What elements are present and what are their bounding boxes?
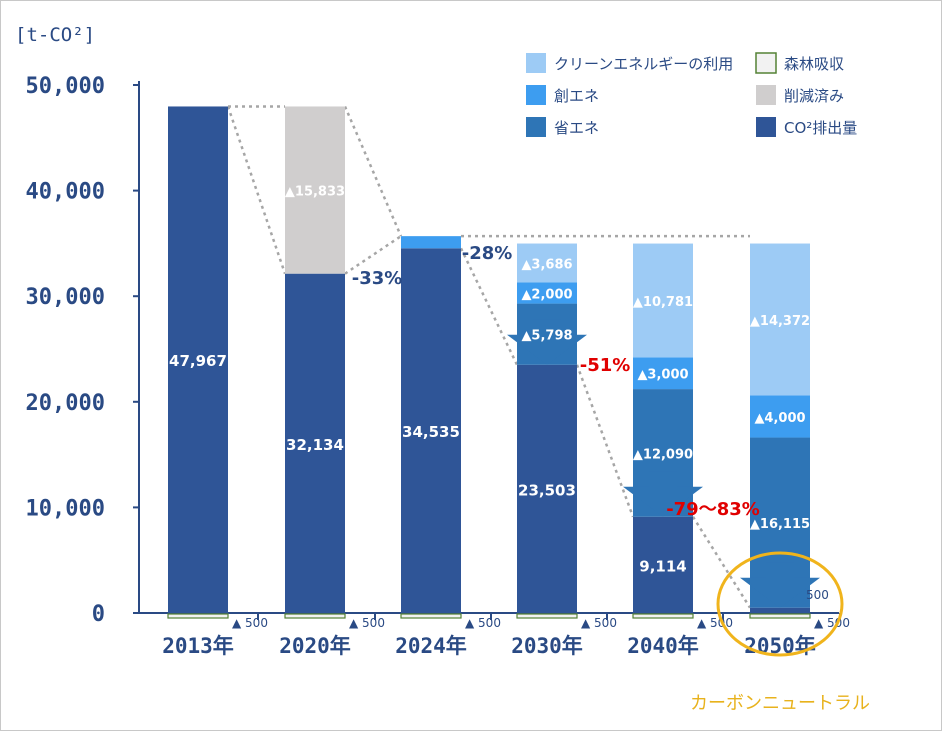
bar-value-label: 23,503: [518, 481, 576, 499]
connector-line: [226, 106, 287, 275]
unit-label: [t-CO²]: [15, 24, 95, 46]
bar-value-label: ▲5,798: [521, 329, 572, 344]
x-tick-label: 2020年: [279, 634, 351, 658]
x-tick-label: 2030年: [511, 634, 583, 658]
bar-value-label: ▲12,090: [633, 447, 693, 462]
reduction-arrow: [623, 471, 703, 517]
x-tick-label: 2013年: [162, 634, 234, 658]
bar-segment: [517, 364, 577, 613]
bar-value-label: ▲3,686: [521, 257, 572, 272]
bar-value-label: ▲14,372: [750, 314, 810, 329]
bar-value-label: ▲10,781: [633, 295, 693, 310]
forest-absorption-bar: [167, 613, 229, 619]
bar-value-label: 32,134: [286, 436, 344, 454]
bar-value-label: ▲3,000: [637, 368, 688, 383]
forest-absorption-label: ▲ 500: [232, 616, 268, 630]
forest-absorption-label: ▲ 500: [581, 616, 617, 630]
forest-absorption-bar: [400, 613, 462, 619]
x-tick-label: 2024年: [395, 634, 467, 658]
reduction-percent-label: -51%: [580, 355, 631, 376]
bar-segment: [401, 236, 461, 249]
y-tick-label: 50,000: [26, 74, 105, 99]
carbon-neutral-label: カーボンニュートラル: [690, 693, 870, 714]
connector-line: [575, 364, 635, 518]
reduction-percent-label: -28%: [462, 243, 513, 264]
bar-value-label: 34,535: [402, 423, 460, 441]
legend-label: 森林吸収: [784, 55, 844, 73]
y-tick-label: 20,000: [26, 391, 105, 416]
reduction-arrow: [740, 562, 820, 608]
bar-segment: [750, 395, 810, 438]
bar-segment: [517, 243, 577, 283]
reduction-percent-label: -33%: [352, 268, 403, 289]
legend-label: クリーンエネルギーの利用: [554, 55, 733, 73]
bar-value-label: 9,114: [639, 557, 686, 575]
forest-absorption-bar: [516, 613, 578, 619]
y-tick-label: 40,000: [26, 180, 105, 205]
legend-label: 創エネ: [554, 87, 599, 105]
legend-swatch: [526, 53, 546, 73]
legend-swatch: [755, 52, 777, 74]
connector-line: [343, 105, 403, 237]
bar-segment: [633, 357, 693, 390]
bar-segment: [285, 106, 345, 274]
legend-swatch: [526, 117, 546, 137]
legend-label: CO²排出量: [784, 119, 857, 137]
bar-segment: [633, 516, 693, 613]
bar-segment: [285, 273, 345, 613]
y-tick-label: 0: [92, 602, 105, 627]
bar-value-label: ▲16,115: [750, 517, 810, 532]
bar-segment: [633, 243, 693, 358]
bar-value-label: ▲15,833: [285, 185, 345, 200]
forest-absorption-label: ▲ 500: [697, 616, 733, 630]
y-tick-label: 10,000: [26, 496, 105, 521]
bar-segment: [750, 243, 810, 396]
legend-swatch: [756, 117, 776, 137]
legend-label: 削減済み: [784, 87, 844, 105]
x-tick-label: 2040年: [627, 634, 699, 658]
bar-value-label: 47,967: [169, 352, 227, 370]
forest-absorption-bar: [749, 613, 811, 619]
connector-line: [344, 235, 402, 275]
y-tick-label: 30,000: [26, 285, 105, 310]
bar-segment: [750, 607, 810, 613]
legend-label: 省エネ: [554, 119, 599, 137]
carbon-neutral-circle: [716, 551, 844, 657]
bar-value-label: 500: [806, 588, 829, 602]
forest-absorption-label: ▲ 500: [349, 616, 385, 630]
forest-absorption-label: ▲ 500: [465, 616, 501, 630]
connector-line: [459, 247, 519, 366]
reduction-arrow: [507, 319, 587, 365]
bar-value-label: ▲452: [414, 220, 448, 234]
bar-segment: [168, 106, 228, 614]
forest-absorption-bar: [284, 613, 346, 619]
reduction-percent-label: -79～83%: [666, 499, 760, 520]
legend-swatch: [526, 85, 546, 105]
legend-swatch: [756, 85, 776, 105]
bar-value-label: ▲2,000: [521, 288, 572, 303]
bar-segment: [517, 282, 577, 304]
bar-segment: [401, 248, 461, 613]
forest-absorption-label: ▲ 500: [814, 616, 850, 630]
forest-absorption-bar: [632, 613, 694, 619]
bar-value-label: ▲4,000: [754, 411, 805, 426]
